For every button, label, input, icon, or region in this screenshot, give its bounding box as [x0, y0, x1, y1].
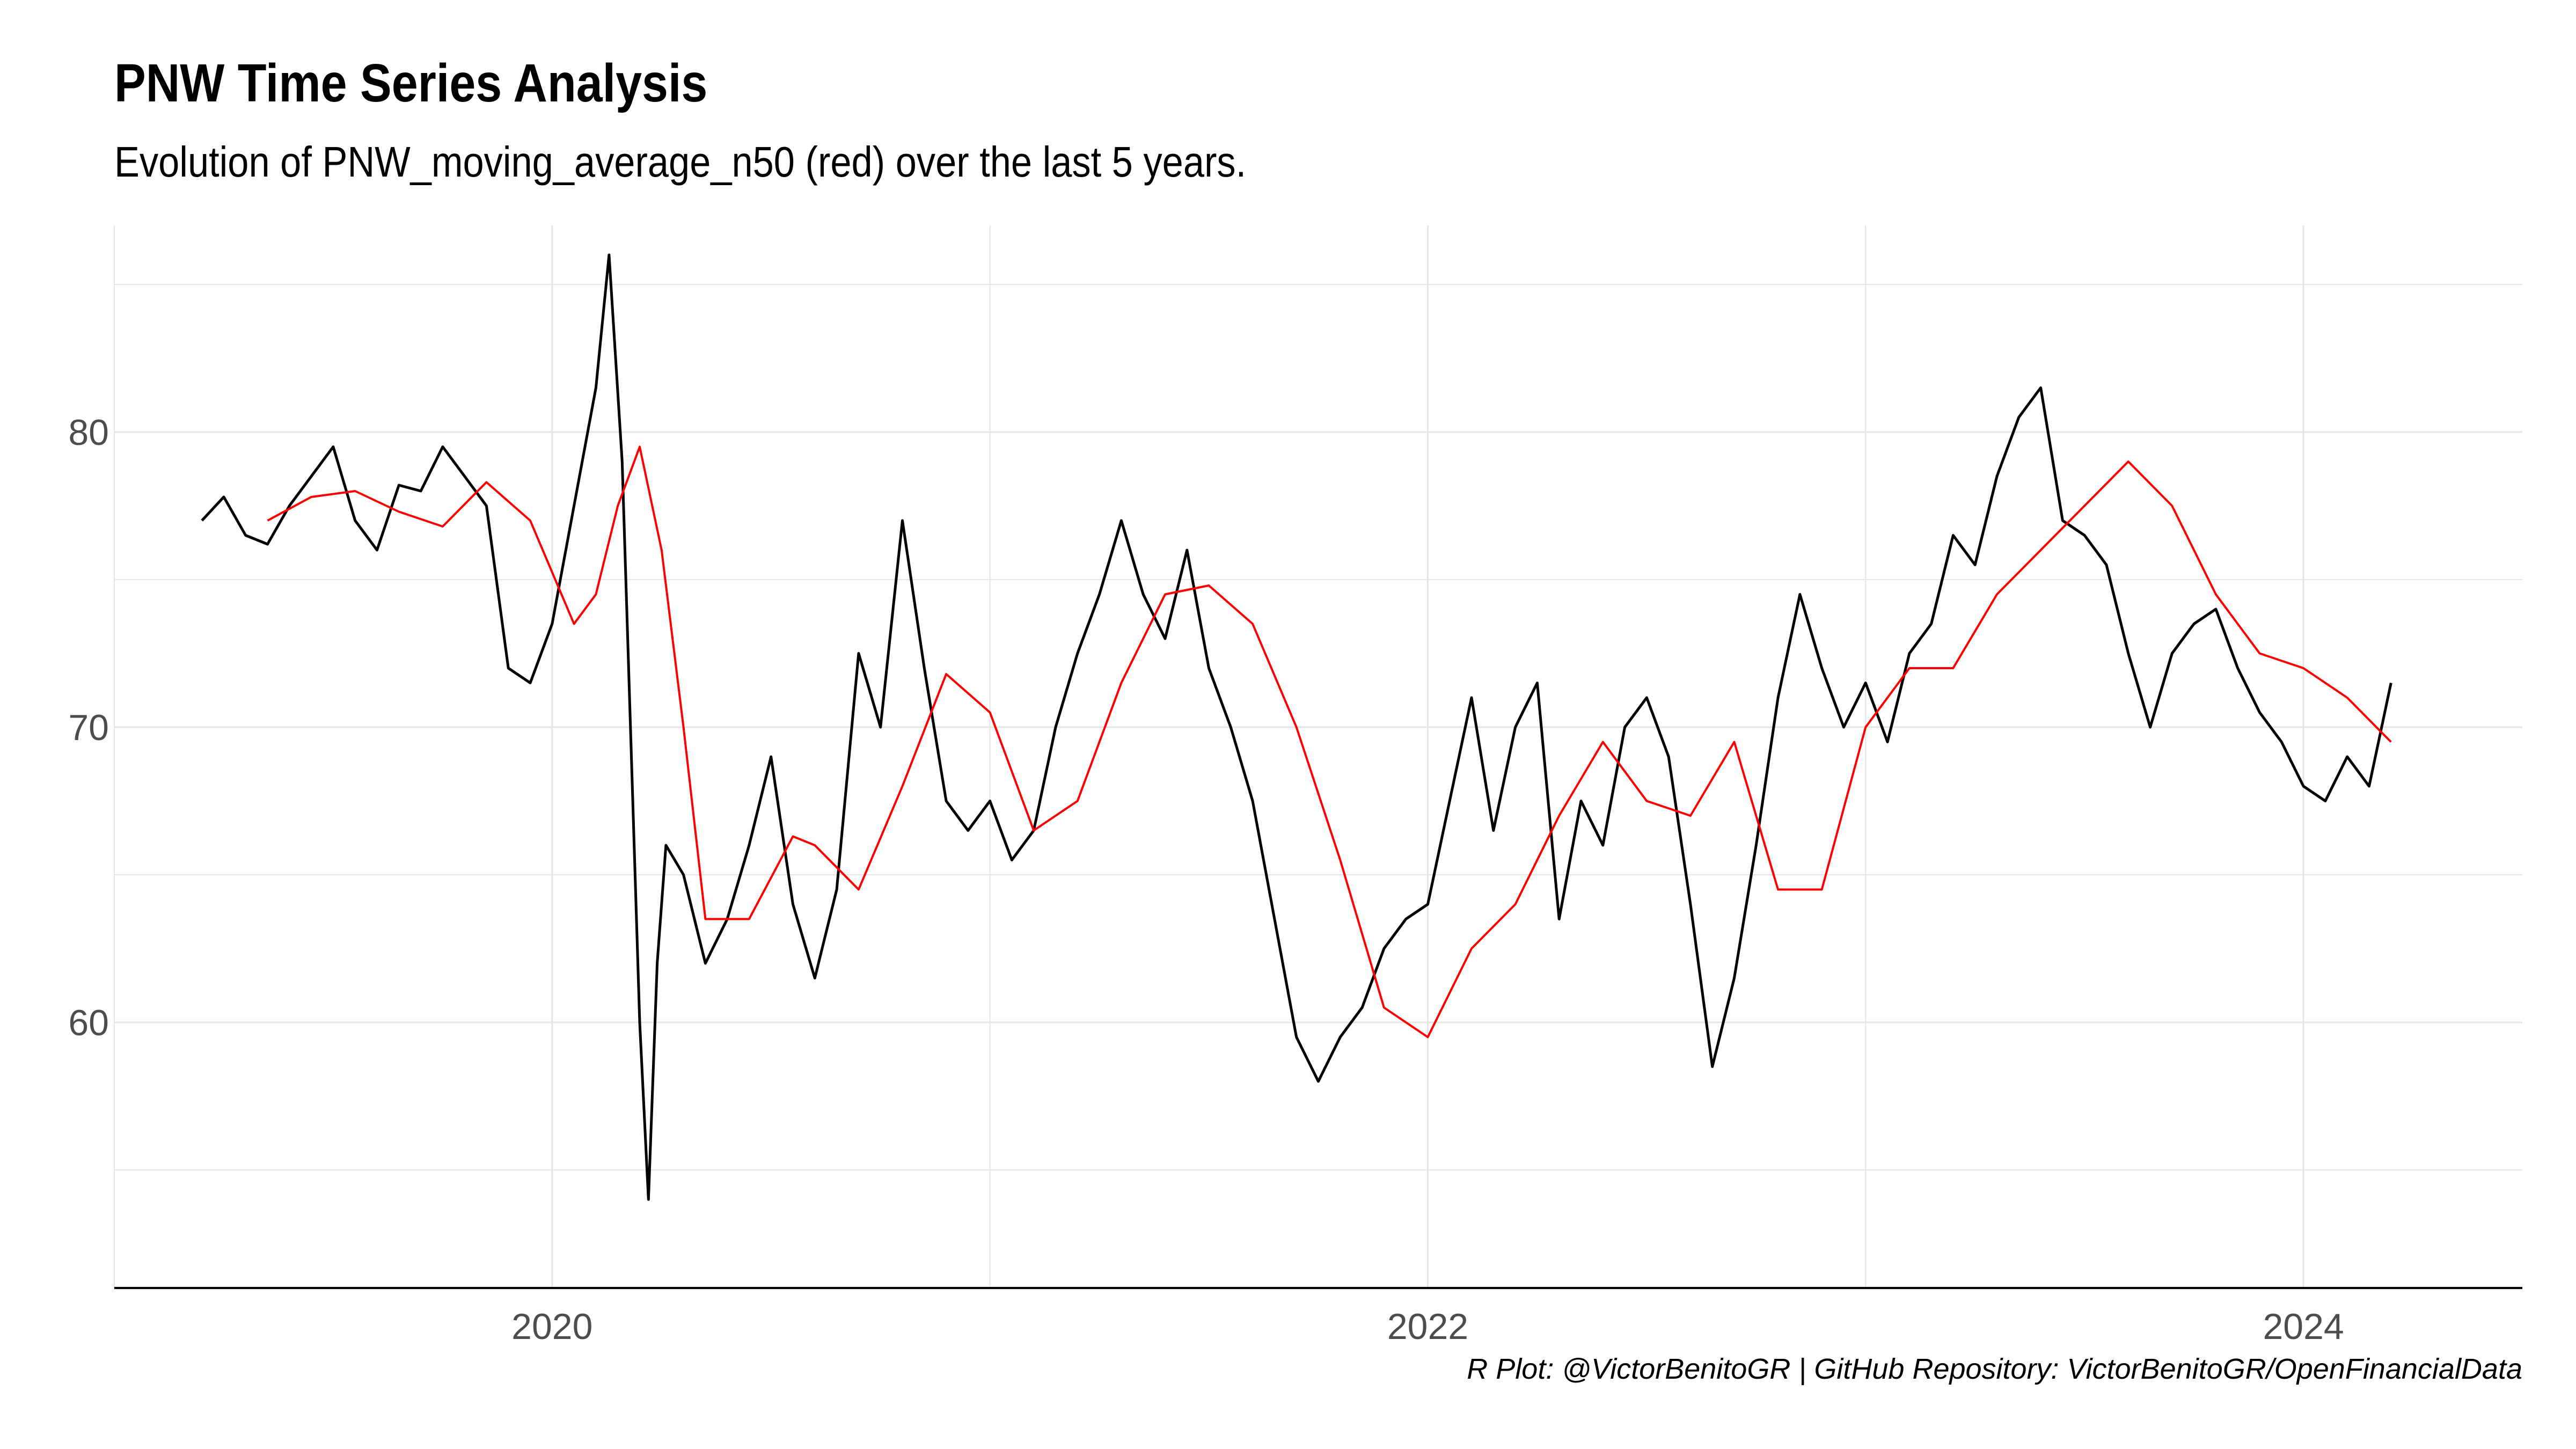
- plot-caption: R Plot: @VictorBenitoGR | GitHub Reposit…: [1467, 1353, 2522, 1385]
- chart-title: PNW Time Series Analysis: [114, 53, 708, 113]
- y-tick-label: 60: [68, 1002, 109, 1043]
- y-tick-labels: 60 70 80: [68, 412, 109, 1043]
- x-tick-labels: 2020 2022 2024: [511, 1306, 2344, 1347]
- chart-subtitle: Evolution of PNW_moving_average_n50 (red…: [114, 138, 1247, 186]
- y-tick-label: 70: [68, 707, 109, 748]
- price-series-line: [201, 253, 2392, 1201]
- y-tick-label: 80: [68, 412, 109, 453]
- moving-average-line: [267, 445, 2392, 1038]
- x-tick-label: 2020: [511, 1306, 592, 1347]
- x-tick-label: 2024: [2263, 1306, 2344, 1347]
- x-tick-label: 2022: [1387, 1306, 1468, 1347]
- series-lines: [201, 253, 2392, 1201]
- grid-lines: [114, 225, 2522, 1288]
